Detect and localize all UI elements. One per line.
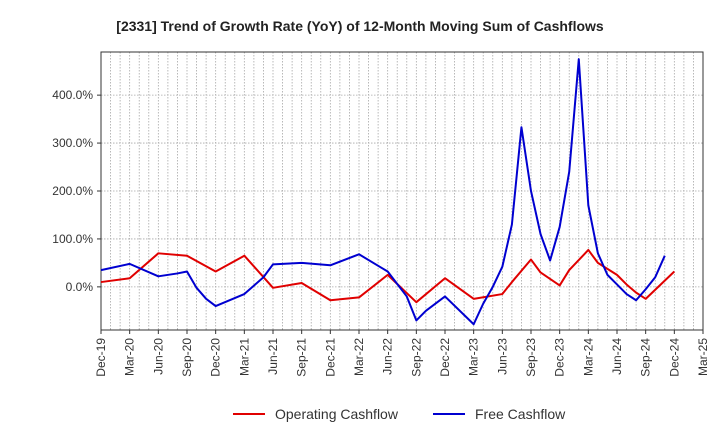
y-tick-label: 400.0% [52,88,93,102]
y-tick-label: 100.0% [52,232,93,246]
x-tick-label: Mar-21 [237,338,251,376]
y-tick-label: 0.0% [66,280,94,294]
series-line [100,248,676,304]
x-tick-label: Jun-21 [266,338,280,375]
axes: 0.0% 100.0% 200.0% 300.0% 400.0% Dec-19 Mar-20… [52,51,710,377]
x-tick-label: Dec-24 [667,338,681,377]
x-tick-label: Sep-21 [295,338,309,377]
x-tick-label: Sep-24 [639,338,653,377]
x-tick-label: Jun-23 [495,338,509,375]
chart-title: [2331] Trend of Growth Rate (YoY) of 12-… [116,18,604,34]
series-line [100,58,666,326]
x-tick-label: Mar-24 [581,338,595,376]
x-tick-label: Dec-21 [323,338,337,377]
x-tick-label: Dec-19 [94,338,108,377]
series-lines [100,58,676,326]
x-tick-label: Dec-22 [438,338,452,377]
x-tick-label: Sep-20 [180,338,194,377]
x-tick-label: Mar-23 [467,338,481,376]
y-tick-label: 200.0% [52,184,93,198]
x-tick-label: Dec-20 [209,338,223,377]
x-tick-label: Dec-23 [553,338,567,377]
x-tick-label: Jun-24 [610,338,624,375]
legend: Operating Cashflow Free Cashflow [233,406,566,422]
legend-label: Operating Cashflow [275,406,399,422]
x-tick-label: Jun-22 [381,338,395,375]
x-tick-label: Sep-23 [524,338,538,377]
grid-lines [101,52,703,330]
x-tick-label: Jun-20 [151,338,165,375]
x-tick-label: Mar-20 [123,338,137,376]
legend-label: Free Cashflow [475,406,566,422]
x-tick-label: Mar-22 [352,338,366,376]
x-tick-label: Mar-25 [696,338,710,376]
x-tick-label: Sep-22 [409,338,423,377]
y-tick-label: 300.0% [52,136,93,150]
